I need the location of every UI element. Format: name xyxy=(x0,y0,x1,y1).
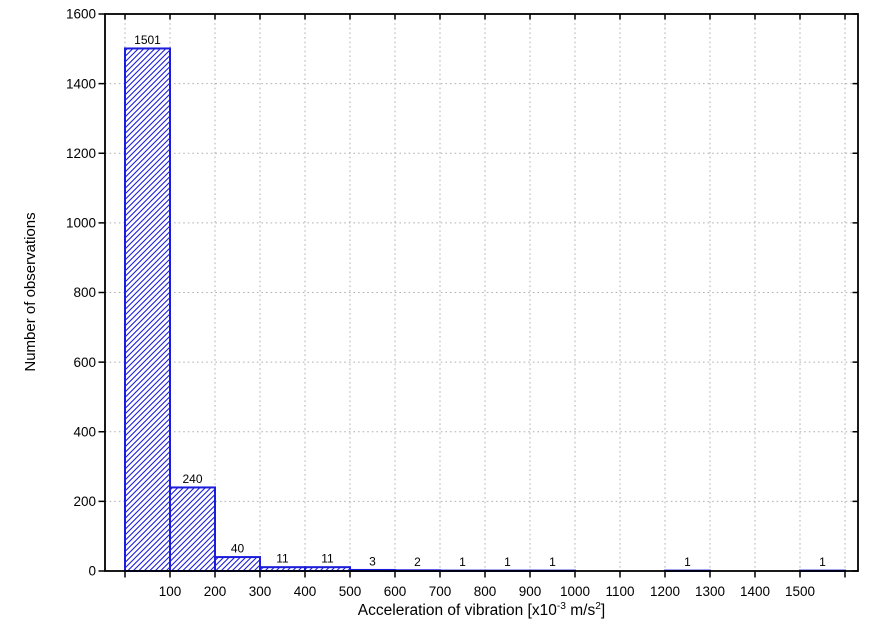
x-axis-title-units: m/s xyxy=(565,602,596,620)
y-tick-label: 800 xyxy=(73,285,96,300)
x-axis-title-text: Acceleration of vibration [x10 xyxy=(357,602,557,620)
x-tick-label: 100 xyxy=(159,584,182,599)
y-axis-title: Number of observations xyxy=(22,212,39,372)
y-tick-label: 600 xyxy=(73,355,96,370)
histogram-bar xyxy=(214,556,261,573)
bar-value-label: 1 xyxy=(549,555,556,569)
x-tick-label: 1100 xyxy=(605,584,634,599)
x-tick-label: 1500 xyxy=(785,584,815,599)
x-tick-label: 500 xyxy=(339,584,362,599)
x-tick-label: 1400 xyxy=(740,584,770,599)
bar-value-label: 1 xyxy=(684,555,691,569)
x-tick-label: 400 xyxy=(294,584,317,599)
x-tick-label: 1300 xyxy=(695,584,725,599)
histogram-bars xyxy=(124,47,846,573)
x-tick-label: 300 xyxy=(249,584,272,599)
bar-value-label: 11 xyxy=(276,552,289,566)
x-axis-title-sup-squared: 2 xyxy=(595,601,601,612)
y-tick-label: 400 xyxy=(73,424,96,439)
x-axis-title-sup-exponent: -3 xyxy=(556,601,566,612)
bar-value-label: 40 xyxy=(231,542,245,556)
bar-value-label: 1 xyxy=(819,555,826,569)
bar-value-label: 1 xyxy=(504,555,511,569)
x-tick-label: 700 xyxy=(429,584,452,599)
x-axis-title: Acceleration of vibration [x10-3 m/s2] xyxy=(105,601,858,620)
bar-value-label: 1501 xyxy=(134,33,161,47)
bar-value-label: 2 xyxy=(414,555,421,569)
x-axis-title-bracket: ] xyxy=(600,602,606,620)
histogram-bar xyxy=(124,47,171,573)
gridlines xyxy=(105,14,858,571)
bar-value-label: 1 xyxy=(459,555,466,569)
x-tick-label: 600 xyxy=(384,584,407,599)
x-tick-label: 900 xyxy=(519,584,542,599)
axis-ticks xyxy=(98,13,858,578)
y-tick-label: 0 xyxy=(88,564,96,579)
y-tick-label: 1200 xyxy=(66,146,96,161)
x-tick-label: 1200 xyxy=(650,584,680,599)
y-tick-label: 1000 xyxy=(66,216,96,231)
histogram-bar xyxy=(169,486,216,573)
bar-value-label: 11 xyxy=(321,552,334,566)
x-tick-label: 200 xyxy=(204,584,227,599)
y-tick-label: 200 xyxy=(73,494,96,509)
x-tick-label: 800 xyxy=(474,584,497,599)
y-tick-label: 1400 xyxy=(66,76,96,91)
x-tick-label: 1000 xyxy=(560,584,590,599)
y-tick-label: 1600 xyxy=(66,7,96,22)
bar-value-label: 240 xyxy=(182,472,202,486)
bar-value-label: 3 xyxy=(369,554,376,568)
